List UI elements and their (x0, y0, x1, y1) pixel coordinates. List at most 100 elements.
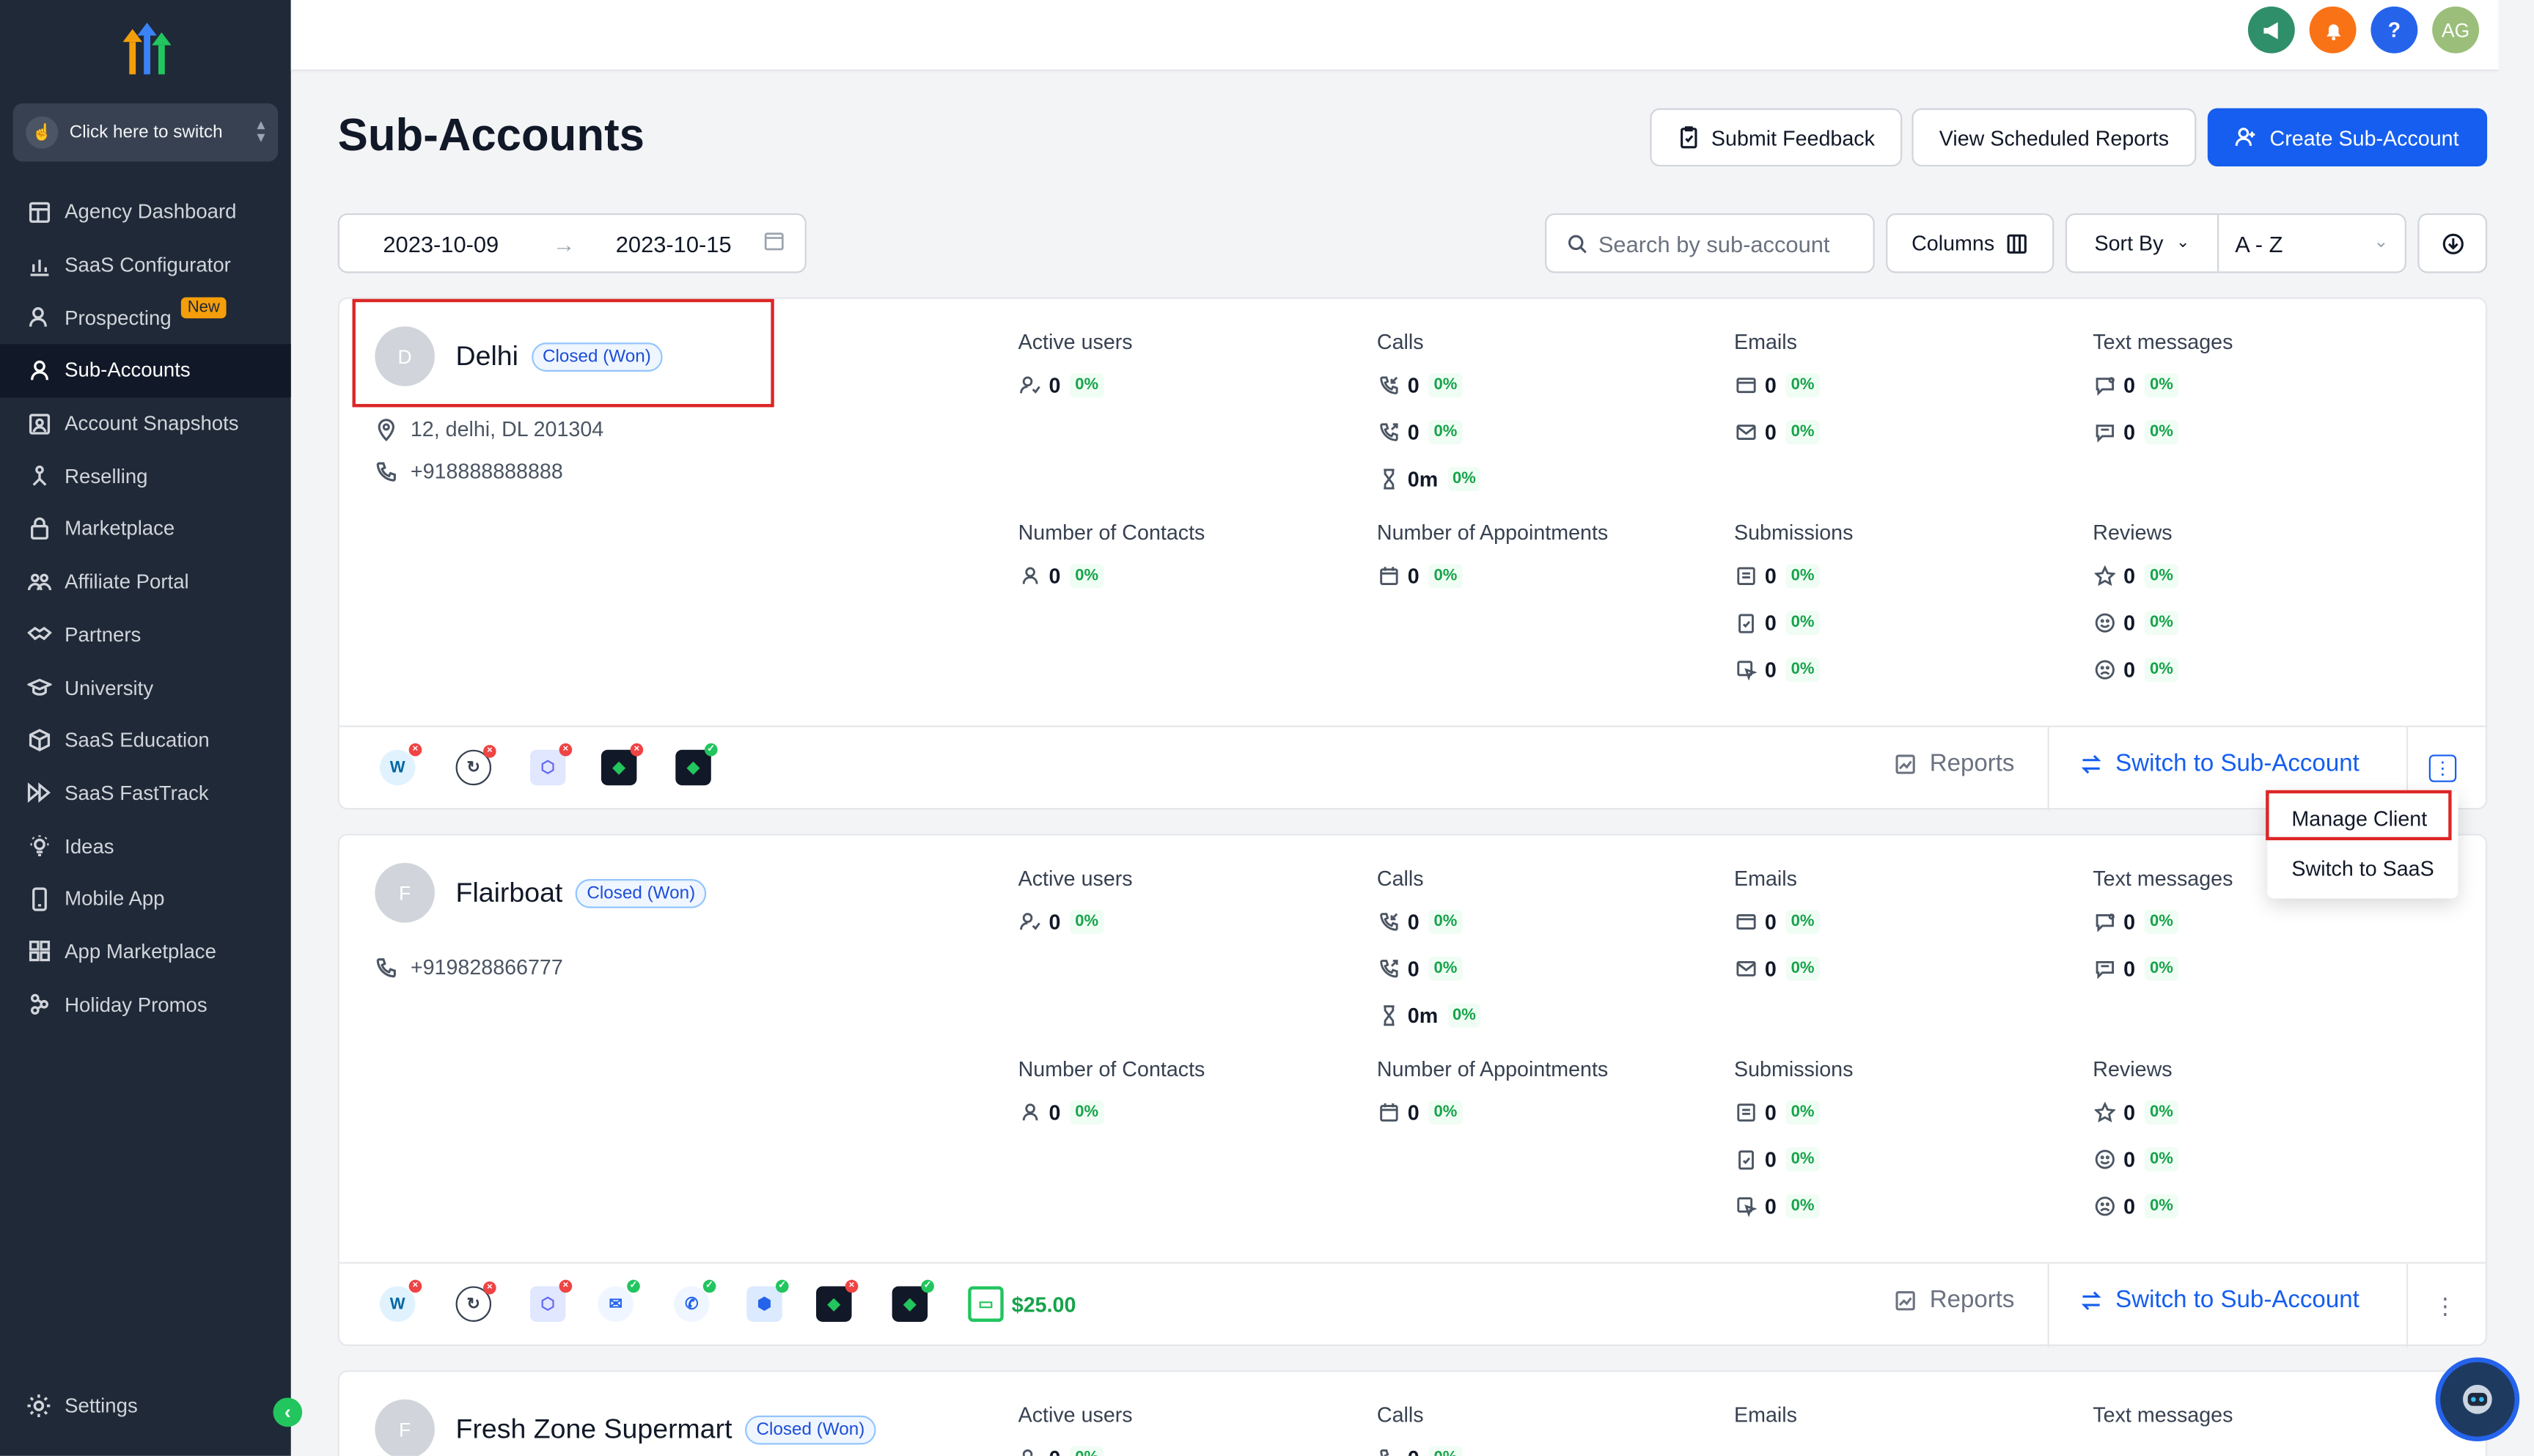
stripe-icon[interactable]: ⬡ × (529, 1279, 573, 1322)
metric-header-contacts: Number of Contacts (1018, 1056, 1205, 1081)
sidebar-item-app-marketplace[interactable]: App Marketplace (0, 925, 291, 978)
metric-percent: 0% (1070, 1100, 1103, 1125)
metric-value: 0 (2123, 1147, 2136, 1172)
sidebar-item-mobile-app[interactable]: Mobile App (0, 872, 291, 925)
date-range-picker[interactable]: 2023-10-09 → 2023-10-15 (337, 213, 807, 273)
switch-to-sub-account-link[interactable]: Switch to Sub-Account (2080, 750, 2359, 777)
reports-link[interactable]: Reports (1894, 750, 2014, 777)
star-icon (2093, 1101, 2115, 1124)
sidebar-item-university[interactable]: University (0, 661, 291, 714)
user-search-icon (26, 305, 51, 331)
calendar-icon (1377, 1101, 1400, 1124)
user-check-icon (1018, 1447, 1041, 1456)
date-from[interactable]: 2023-10-09 (383, 231, 499, 257)
switch-to-saas-menu-item[interactable]: Switch to SaaS (2291, 856, 2434, 881)
sidebar-item-partners[interactable]: Partners (0, 608, 291, 661)
sidebar-item-saas-configurator[interactable]: SaaS Configurator (0, 239, 291, 292)
stripe-icon[interactable]: ⬡ × (529, 743, 573, 786)
wordpress-icon[interactable]: W × (379, 743, 422, 786)
app-icon[interactable]: ◆ × (601, 743, 644, 786)
new-badge: New (180, 298, 227, 319)
education-icon (26, 727, 51, 753)
manage-client-menu-item[interactable]: Manage Client (2291, 806, 2428, 831)
wallet-balance: $25.00 (1011, 1293, 1076, 1317)
metric-value: 0 (2123, 564, 2136, 589)
more-options-button[interactable]: ⋮ (2434, 1292, 2457, 1318)
bell-icon[interactable] (2309, 6, 2357, 54)
sidebar-item-affiliate-portal[interactable]: Affiliate Portal (0, 556, 291, 608)
metric-texts-sent: 0 0% (2093, 373, 2178, 398)
sort-by-button[interactable]: Sort By ⌄ (2067, 215, 2219, 272)
reports-link[interactable]: Reports (1894, 1286, 2015, 1314)
account-switcher[interactable]: ☝ Click here to switch ▴ ▾ (12, 103, 279, 162)
sort-order-select[interactable]: A - Z (2235, 231, 2283, 257)
sidebar-item-account-snapshots[interactable]: Account Snapshots (0, 397, 291, 450)
cube-icon[interactable]: ⬢ ✓ (746, 1279, 789, 1322)
app-icon[interactable]: ◆ × (816, 1279, 859, 1322)
view-scheduled-reports-label: View Scheduled Reports (1939, 125, 2170, 150)
user-avatar[interactable]: AG (2432, 6, 2480, 54)
metric-header-reviews: Reviews (2093, 520, 2173, 545)
chevron-left-icon[interactable]: ‹ (273, 1397, 303, 1427)
metric-percent: 0% (1786, 956, 1820, 981)
reports-label: Reports (1929, 1286, 2015, 1314)
metric-reviews-stars: 0 0% (2093, 564, 2178, 589)
account-name[interactable]: Flairboat (455, 877, 563, 908)
reputation-icon[interactable]: ↻ × (455, 745, 496, 786)
settings-label: Settings (65, 1394, 138, 1417)
metric-value: 0 (2123, 1194, 2136, 1218)
sidebar-item-label: SaaS Education (65, 729, 210, 752)
top-bar: ? AG (290, 0, 2499, 71)
search-placeholder: Search by sub-account (1598, 230, 1830, 257)
sidebar-item-reselling[interactable]: Reselling (0, 450, 291, 503)
more-options-button[interactable]: ⋮ (2428, 754, 2457, 782)
metric-header-active-users: Active users (1018, 866, 1133, 891)
submit-feedback-button[interactable]: Submit Feedback (1650, 108, 1903, 167)
switch-to-sub-account-link[interactable]: Switch to Sub-Account (2080, 1286, 2359, 1314)
metric-appointments: 0 0% (1377, 1100, 1463, 1125)
metric-value: 0 (1764, 611, 1777, 636)
chat-assistant-button[interactable] (2435, 1357, 2520, 1442)
sidebar-item-agency-dashboard[interactable]: Agency Dashboard (0, 185, 291, 238)
metric-percent: 0% (1786, 909, 1820, 934)
sidebar-item-ideas[interactable]: Ideas (0, 820, 291, 872)
create-sub-account-button[interactable]: Create Sub-Account (2207, 108, 2488, 167)
sidebar-item-holiday-promos[interactable]: Holiday Promos (0, 978, 291, 1031)
wallet-icon[interactable]: ▭ (968, 1286, 1004, 1322)
help-icon[interactable]: ? (2370, 6, 2418, 54)
brand-logo[interactable] (113, 19, 177, 81)
phone-line: +919828866777 (375, 955, 563, 979)
reselling-icon (26, 463, 51, 489)
sidebar-item-sub-accounts[interactable]: Sub-Accounts (0, 344, 291, 397)
sort-control: Sort By ⌄ A - Z ⌄ (2065, 213, 2406, 273)
metric-value: 0 (2123, 658, 2136, 683)
account-name[interactable]: Delhi (455, 341, 518, 372)
sub-account-card: F Flairboat Closed (Won) +919828866777 A… (337, 834, 2488, 1348)
view-scheduled-reports-button[interactable]: View Scheduled Reports (1911, 108, 2197, 167)
app-icon-connected[interactable]: ◆ ✓ (892, 1279, 934, 1322)
metric-header-appointments: Number of Appointments (1376, 520, 1609, 545)
sidebar-item-marketplace[interactable]: Marketplace (0, 503, 291, 556)
divider (2047, 1263, 2049, 1348)
sidebar-item-saas-education[interactable]: SaaS Education (0, 714, 291, 767)
user-check-icon (1018, 374, 1041, 397)
wordpress-icon[interactable]: W × (379, 1279, 422, 1322)
columns-button[interactable]: Columns (1886, 213, 2054, 273)
metric-contacts: 0 0% (1018, 564, 1103, 589)
download-button[interactable] (2417, 213, 2488, 273)
divider (2406, 727, 2409, 812)
app-icon-connected[interactable]: ◆ ✓ (675, 743, 718, 786)
megaphone-icon[interactable] (2247, 6, 2295, 54)
sidebar-item-settings[interactable]: Settings (26, 1393, 138, 1419)
phone-icon[interactable]: ✆ ✓ (674, 1279, 716, 1322)
sidebar-item-saas-fasttrack[interactable]: SaaS FastTrack (0, 767, 291, 820)
date-to[interactable]: 2023-10-15 (615, 231, 732, 257)
reputation-icon[interactable]: ↻ × (455, 1281, 496, 1322)
mail-icon[interactable]: ✉ ✓ (598, 1279, 640, 1322)
divider (2406, 1263, 2409, 1348)
search-input[interactable]: Search by sub-account (1545, 213, 1875, 273)
scrollbar[interactable] (2498, 0, 2534, 1456)
highlight-box (2266, 790, 2452, 841)
sidebar-item-prospecting[interactable]: Prospecting New (0, 292, 291, 345)
account-name[interactable]: Fresh Zone Supermart (455, 1413, 732, 1445)
